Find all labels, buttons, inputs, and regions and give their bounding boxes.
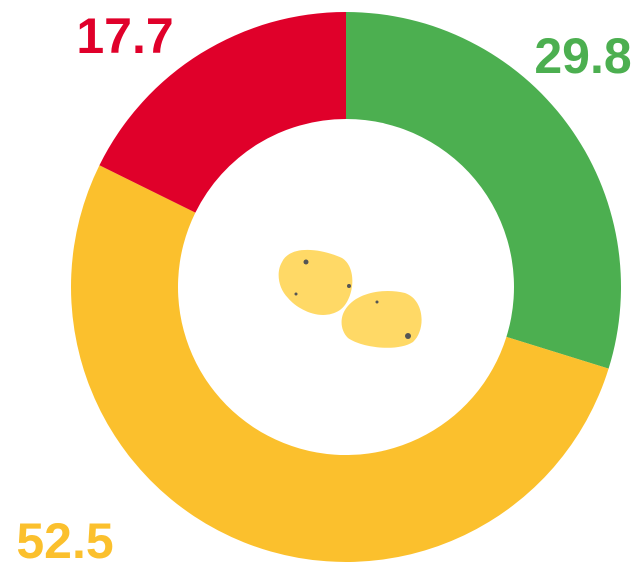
icon-dot bbox=[405, 333, 411, 339]
icon-dot bbox=[375, 300, 379, 304]
donut-segment bbox=[71, 165, 609, 562]
icon-dot bbox=[347, 284, 351, 288]
donut-segment bbox=[346, 12, 621, 369]
icon-blob bbox=[341, 291, 422, 348]
value-label: 52.5 bbox=[16, 513, 113, 564]
donut-segment bbox=[99, 12, 347, 213]
icon-blob bbox=[278, 249, 353, 315]
center-icon bbox=[278, 249, 422, 348]
value-label: 29.8 bbox=[534, 28, 631, 84]
icon-dot bbox=[303, 259, 309, 265]
icon-dot bbox=[294, 292, 298, 296]
value-label: 17.7 bbox=[76, 8, 173, 64]
